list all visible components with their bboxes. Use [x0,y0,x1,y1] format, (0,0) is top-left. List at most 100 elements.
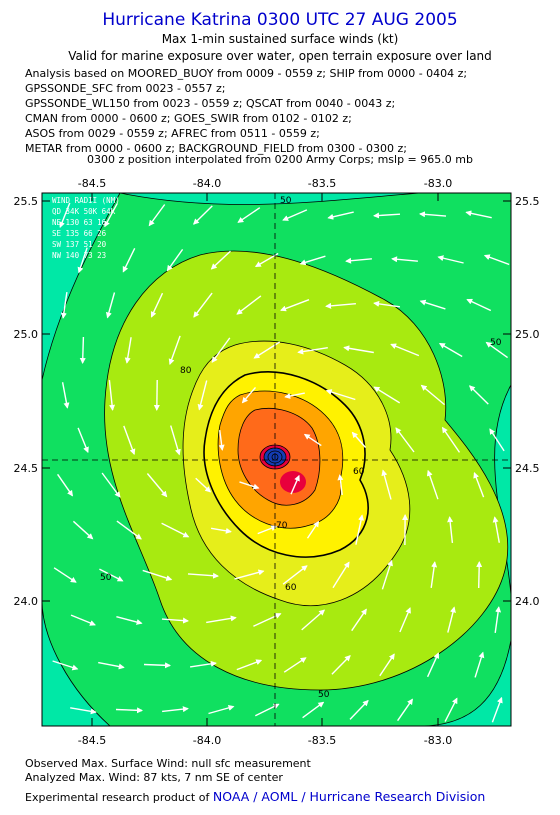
wind-vector-arrow [218,430,225,451]
wind-vector-arrow [373,300,400,308]
wind-vector-arrow [420,384,445,406]
observed-max-wind: Observed Max. Surface Wind: null sfc mea… [25,757,311,770]
wind-vector-arrow [254,252,279,268]
wind-vector-arrow [343,345,374,354]
wind-vector-arrow [59,202,71,229]
wind-vector-arrow [390,343,420,357]
wind-radii-row: NE 130 63 16 [52,218,107,227]
wind-vector-arrow [150,292,164,318]
wind-vector-arrow [142,569,173,581]
wind-vector-arrow [306,520,320,539]
wind-vector-arrow [189,660,217,668]
wind-vector-arrow [57,473,73,497]
wind-vector-arrow [391,256,418,263]
wind-vector-arrow [345,257,372,264]
analysis-line: GPSSONDE_WL150 from 0023 - 0559 z; QSCAT… [25,97,396,110]
wind-vector-arrow [170,425,181,456]
wind-vector-arrow [381,559,393,590]
analysis-line: ASOS from 0029 - 0559 z; AFREC from 0511… [25,127,320,140]
wind-vector-arrow [379,653,395,677]
wind-vector-arrow [489,428,505,452]
wind-vector-arrow [351,431,367,448]
analysis-line: CMAN from 0000 - 0600 z; GOES_SWIR from … [25,112,352,125]
wind-vector-arrow [124,337,132,364]
wind-vector-arrow [282,565,308,585]
wind-vector-arrow [70,707,97,715]
wind-vector-arrow [161,522,190,538]
wind-vector-arrow [349,699,369,720]
x-tick-top: -83.5 [308,177,336,190]
wind-vector-arrow [116,520,142,540]
wind-vector-arrow [430,561,438,588]
contour-label: 50 [100,573,112,583]
wind-vector-arrow [355,514,365,545]
wind-vector-arrow [253,613,282,627]
y-tick-left: 25.0 [14,328,39,341]
wind-vector-arrow [146,473,168,498]
wind-vector-arrow [441,426,461,453]
wind-vector-arrow [237,207,261,223]
wind-vector-arrow [60,291,68,319]
wind-vector-arrow [52,660,79,671]
y-tick-right: 25.0 [515,328,540,341]
wind-vector-arrow [325,302,356,309]
wind-vector-arrow [419,299,446,310]
wind-vector-arrow [61,382,70,409]
wind-vector-arrow [468,385,489,405]
wind-vector-arrow [168,335,181,366]
wind-vector-arrow [116,616,143,625]
subtitle-exposure: Valid for marine exposure over water, op… [68,49,492,63]
credit-line: Experimental research product of NOAA / … [25,789,485,804]
credit-org-link[interactable]: NOAA / AOML / Hurricane Research Divisio… [212,789,486,804]
wind-vector-arrow [485,341,509,359]
wind-vector-arrow [373,212,401,219]
wind-vector-arrow [236,659,263,671]
wind-contours [42,193,511,726]
wind-vector-arrow [241,386,257,404]
wind-vector-arrow [210,527,232,534]
y-tick-left: 25.5 [14,195,39,208]
y-tick-right: 25.5 [515,195,540,208]
wind-vector-arrow [123,425,136,456]
wind-vector-arrow [397,698,413,722]
wind-vector-arrow [395,427,415,453]
wind-vector-arrow [77,427,89,454]
wind-vector-arrow [234,569,265,580]
wind-vector-arrow [122,247,136,273]
y-tick-left: 24.5 [14,462,39,475]
wind-vector-arrow [104,203,118,228]
contour-label: 80 [180,366,192,376]
wind-vector-arrow [115,707,143,714]
wind-vector-arrow [70,614,96,626]
x-tick-bottom: -84.0 [193,734,221,747]
wind-vector-arrow [283,657,307,673]
wind-vector-arrow [98,661,125,670]
wind-vector-arrow [99,568,124,582]
wind-radii-table: WIND RADII (NM) QD 34K 50K 64K NE 130 63… [52,196,120,260]
wind-vector-arrow [211,337,231,363]
wind-vector-arrow [143,662,171,669]
wind-vector-arrow [210,250,231,270]
wind-vector-arrow [206,615,237,624]
wind-vector-arrow [301,609,326,631]
contour-label: 60 [353,467,365,477]
wind-vector-arrow [426,652,440,678]
wind-vector-arrow [236,295,262,315]
wind-vector-arrow [108,380,116,411]
position-line: 0300 z position interpolated from 0200 A… [87,153,473,166]
wind-vector-arrow [444,697,458,722]
wind-vector-arrow [327,211,354,220]
wind-radii-row: SE 135 66 26 [52,229,107,238]
wind-vector-arrow [284,392,305,399]
analysis-line: GPSSONDE_SFC from 0023 - 0557 z; [25,82,226,95]
wind-vector-arrow [381,469,392,500]
wind-vector-arrow [253,341,281,359]
wind-vector-arrow [257,525,278,535]
wind-vector-arrow [297,347,328,355]
wind-vector-arrow [162,706,189,713]
wind-vector-arrow [77,247,88,274]
y-tick-right: 24.5 [515,462,540,475]
analysis-line: METAR from 0000 - 0600 z; BACKGROUND_FIE… [25,142,407,155]
wind-vector-arrow [72,520,94,540]
wind-vector-arrow [465,210,492,219]
